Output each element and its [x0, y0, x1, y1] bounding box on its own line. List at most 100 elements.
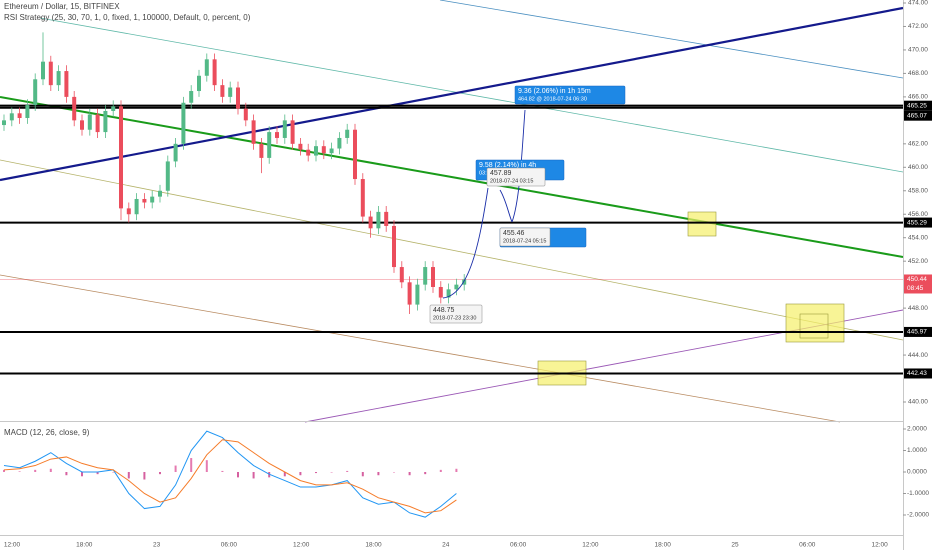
price-tick-label: 452.00 — [908, 258, 928, 265]
macd-histogram-bar — [361, 472, 364, 477]
macd-histogram-bar — [377, 472, 380, 476]
candle-body — [134, 198, 139, 215]
candle-body — [142, 198, 147, 203]
price-note — [429, 304, 483, 324]
price-tick-label: 456.00 — [908, 211, 928, 218]
current-price-tag — [904, 274, 932, 294]
macd-histogram-bar — [127, 472, 130, 479]
candle-body — [290, 120, 295, 144]
macd-tick-label: 0.0000 — [907, 469, 927, 476]
candle-body — [87, 114, 92, 130]
candle-body — [368, 216, 373, 229]
price-tick-label: 472.00 — [908, 23, 928, 30]
time-label: 18:00 — [76, 542, 93, 549]
macd-histogram-bar — [174, 465, 177, 472]
candle-body — [25, 105, 30, 119]
countdown-label: 08:45 — [907, 285, 924, 292]
highlight-box — [687, 211, 717, 237]
macd-histogram-bar — [424, 472, 427, 475]
macd-histogram-bar — [190, 458, 193, 472]
candle-body — [103, 110, 108, 133]
price-tick-label: 468.00 — [908, 70, 928, 77]
macd-histogram-bar — [252, 472, 255, 479]
macd-histogram-bar — [346, 470, 349, 472]
price-tick-label: 444.00 — [908, 352, 928, 359]
price-tag-label: 465.07 — [907, 112, 927, 119]
price-tag — [904, 100, 932, 111]
price-tag — [904, 110, 932, 121]
annotation-text: 464.82 @ 2018-07-24 06:30 — [518, 96, 587, 102]
candle-body — [9, 113, 14, 121]
candle-body — [329, 148, 334, 154]
time-label: 23 — [153, 542, 161, 549]
candle-body — [243, 108, 248, 121]
candle-body — [431, 267, 435, 287]
candle-body — [462, 279, 467, 285]
candle-body — [321, 146, 326, 154]
candle-body — [236, 87, 240, 109]
macd-histogram-bar — [408, 472, 411, 476]
macd-histogram-bar — [143, 472, 146, 480]
price-tick-label: 458.00 — [908, 187, 928, 194]
macd-line — [3, 439, 457, 514]
price-tag-label: 465.25 — [907, 102, 927, 109]
price-tick-label: 462.00 — [908, 141, 928, 148]
macd-histogram-bar — [237, 472, 239, 478]
candle-body — [33, 79, 38, 106]
candle-body — [345, 129, 350, 138]
candle-body — [111, 106, 116, 111]
time-label: 06:00 — [221, 542, 238, 549]
macd-line — [3, 430, 457, 518]
candle-body — [64, 71, 69, 97]
price-tag-label: 455.29 — [907, 219, 927, 226]
macd-histogram-bar — [159, 472, 161, 475]
price-tick-label: 448.00 — [908, 305, 928, 312]
macd-tick-label: -2.0000 — [907, 512, 929, 519]
time-label: 06:00 — [510, 542, 527, 549]
symbol-title: Ethereum / Dollar, 15, BITFINEX — [4, 2, 120, 11]
candle-body — [212, 59, 217, 86]
macd-tick-label: -1.0000 — [907, 490, 929, 497]
trendline — [39, 17, 904, 173]
macd-histogram-bar — [65, 472, 68, 476]
price-note — [486, 167, 546, 187]
candle-body — [337, 137, 342, 149]
trendline — [0, 96, 904, 258]
candle-body — [158, 190, 162, 197]
candle-body — [197, 75, 201, 92]
price-note — [499, 227, 551, 247]
candle-body — [165, 161, 170, 191]
price-tick-label: 454.00 — [908, 234, 928, 241]
macd-histogram-bar — [315, 472, 317, 474]
candle-body — [72, 96, 77, 121]
candle-body — [454, 284, 459, 290]
macd-histogram-bar — [18, 471, 21, 472]
macd-histogram-bar — [3, 469, 5, 472]
candle-body — [56, 71, 61, 86]
macd-histogram-bar — [112, 472, 115, 473]
macd-histogram-bar — [455, 468, 458, 472]
annotation-text: 2018-07-24 03:15 — [490, 178, 533, 184]
macd-histogram-bar — [205, 460, 208, 472]
axes: 474.00 472.00 470.00 468.00 466.00 462.00 460.… — [4, 0, 932, 549]
candle-body — [314, 146, 318, 156]
candles — [2, 32, 467, 314]
candle-body — [17, 113, 22, 119]
price-tick-label: 470.00 — [908, 47, 928, 54]
candle-body — [2, 120, 6, 126]
time-label: 12:00 — [582, 542, 599, 549]
macd-histogram-bar — [439, 469, 442, 472]
candle-body — [189, 91, 194, 103]
annotation-text: 455.46 — [503, 230, 525, 237]
macd-histogram-bar — [393, 472, 395, 473]
macd-histogram-bar — [299, 472, 302, 476]
candle-body — [423, 267, 428, 285]
macd-tick-label: 1.0000 — [907, 447, 927, 454]
current-price-label: 450.44 — [907, 276, 927, 283]
price-tag — [904, 368, 932, 379]
annotation-text: 2018-07-24 05:15 — [503, 238, 546, 244]
candle-body — [392, 225, 396, 268]
highlight-box — [785, 303, 845, 343]
